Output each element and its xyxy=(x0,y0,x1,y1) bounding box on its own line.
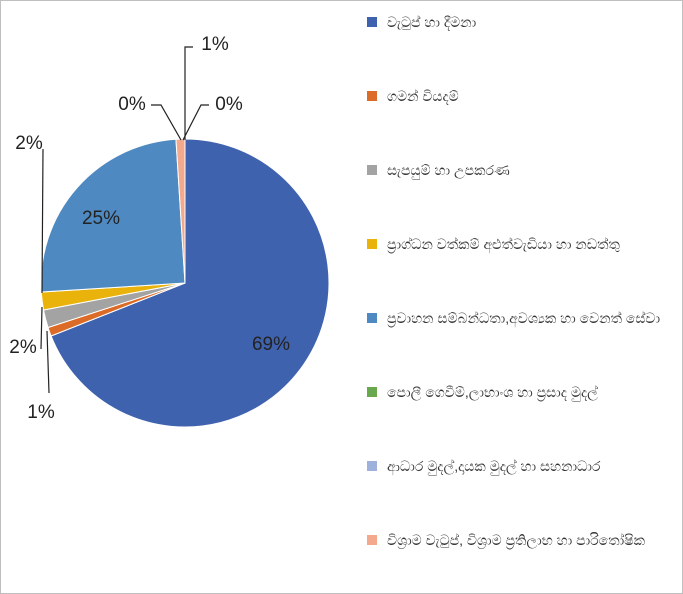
legend-swatch xyxy=(367,313,377,323)
data-label: 0% xyxy=(118,94,146,115)
leader-line xyxy=(40,306,43,350)
legend-swatch xyxy=(367,461,377,471)
legend-item: වැටුප් හා දීමනා xyxy=(367,9,677,35)
data-label: 2% xyxy=(9,337,37,358)
leader-line xyxy=(151,104,182,141)
leader-line xyxy=(184,46,193,140)
legend-swatch xyxy=(367,17,377,27)
legend-item: පොලී ගෙවීම්,ලාභාංශ හා ප්‍රසාද මුදල් xyxy=(367,379,677,405)
leader-line xyxy=(182,104,209,141)
legend-label: පොලී ගෙවීම්,ලාභාංශ හා ප්‍රසාද මුදල් xyxy=(387,384,598,400)
legend-label: ප්‍රාග්ධන වත්කම් අළුත්වැඩියා හා නඩත්තු xyxy=(387,236,620,252)
pie-slice xyxy=(50,138,330,428)
data-label: 69% xyxy=(252,334,290,355)
legend-label: විශ්‍රාම වැටුප්, විශ්‍රාම ප්‍රතිලාභ හා ප… xyxy=(387,532,646,548)
legend-item: ගමන් වියදම් xyxy=(367,83,677,109)
data-label: 25% xyxy=(82,208,120,229)
legend-label: වැටුප් හා දීමනා xyxy=(387,14,477,30)
legend-label: සැපයුම් හා උපකරණ xyxy=(387,162,510,178)
legend-item: ප්‍රාග්ධන වත්කම් අළුත්වැඩියා හා නඩත්තු xyxy=(367,231,677,257)
legend-label: ආධාර මුදල්,දායක මුදල් හා සහනාධාර xyxy=(387,458,601,474)
leader-line xyxy=(46,330,50,394)
legend-item: ප්‍රවාහන සම්බන්ධතා,අවශ්‍යක හා වෙනත් සේවා xyxy=(367,305,677,331)
legend-swatch xyxy=(367,239,377,249)
legend-item: විශ්‍රාම වැටුප්, විශ්‍රාම ප්‍රතිලාභ හා ප… xyxy=(367,527,677,553)
legend-label: ප්‍රවාහන සම්බන්ධතා,අවශ්‍යක හා වෙනත් සේවා xyxy=(387,310,661,326)
legend-swatch xyxy=(367,91,377,101)
leader-lines xyxy=(40,46,209,394)
data-label: 1% xyxy=(201,34,229,55)
legend-item: ආධාර මුදල්,දායක මුදල් හා සහනාධාර xyxy=(367,453,677,479)
legend-swatch xyxy=(367,387,377,397)
data-label: 2% xyxy=(15,133,43,154)
legend-swatch xyxy=(367,165,377,175)
legend-label: ගමන් වියදම් xyxy=(387,88,459,104)
leader-line xyxy=(41,148,44,294)
legend-item: සැපයුම් හා උපකරණ xyxy=(367,157,677,183)
legend-swatch xyxy=(367,535,377,545)
data-label: 0% xyxy=(215,94,243,115)
data-label: 1% xyxy=(27,402,55,423)
